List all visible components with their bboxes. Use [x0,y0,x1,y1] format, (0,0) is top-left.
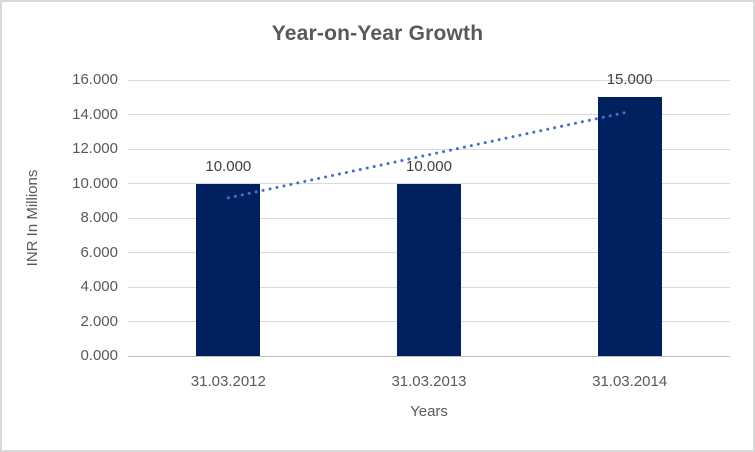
y-tick-label: 8.000 [80,209,118,226]
gridline [128,114,730,115]
bar-value-label: 10.000 [205,157,252,175]
bar-31.03.2013 [397,183,461,356]
bar-value-label: 15.000 [606,71,653,89]
y-tick-label: 2.000 [80,312,118,330]
y-axis-tick-labels: 0.000 2.000 4.000 6.000 8.000 10.000 12.000 14.… [2,71,118,364]
chart-title: Year-on-Year Growth [271,22,484,45]
bar-31.03.2012 [196,183,261,356]
x-tick-label: 31.03.2014 [592,373,668,390]
y-tick-label: 14.000 [72,105,118,123]
x-tick-label: 31.03.2012 [190,373,266,390]
x-tick-label: 31.03.2013 [391,373,467,390]
trendline [226,110,632,200]
plot-area: 10.000 10.000 15.000 [128,71,730,357]
trendline-path [226,110,632,200]
y-tick-label: 4.000 [80,278,118,295]
y-tick-label: 16.000 [72,71,118,88]
x-axis-tick-labels: 31.03.2012 31.03.2013 31.03.2014 [128,372,730,392]
y-tick-label: 12.000 [72,140,118,157]
y-tick-label: 10.000 [72,174,118,192]
bar-value-label: 10.000 [406,157,452,175]
x-axis-title: Years [410,403,448,420]
y-tick-label: 6.000 [80,243,118,261]
x-axis-line [128,355,730,357]
gridline [128,148,730,150]
bar-31.03.2014 [597,97,662,356]
y-tick-label: 0.000 [80,347,118,364]
gridline [128,79,730,81]
